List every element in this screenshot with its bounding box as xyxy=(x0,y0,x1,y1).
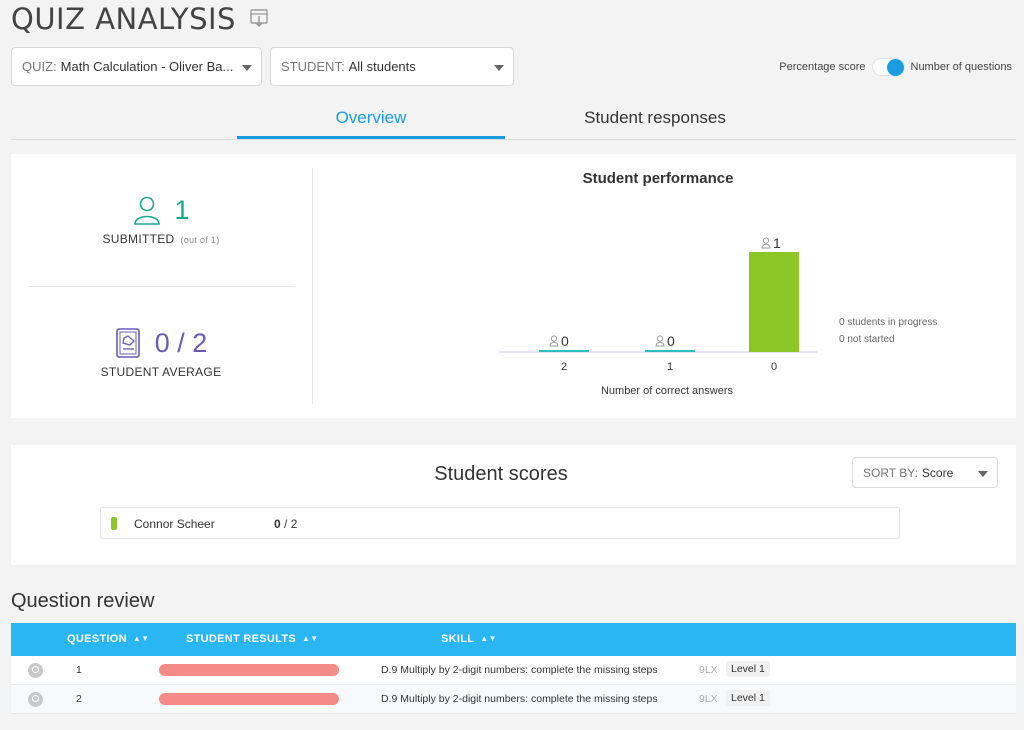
chart-title: Student performance xyxy=(582,170,734,187)
tab-overview[interactable]: Overview xyxy=(237,108,505,139)
table-row[interactable]: 2 D.9 Multiply by 2-digit numbers: compl… xyxy=(11,685,1016,714)
quiz-select-label: QUIZ: xyxy=(22,59,57,74)
sort-icon: ▲▼ xyxy=(132,634,150,643)
sort-icon: ▲▼ xyxy=(480,634,497,643)
bar-2[interactable] xyxy=(539,350,589,352)
performance-chart: 0 2 0 1 1 0 Number of correct answers xyxy=(499,235,817,397)
overview-divider xyxy=(312,168,313,404)
submitted-count: 1 xyxy=(174,194,190,225)
student-score-total: / 2 xyxy=(284,517,298,531)
column-header-results[interactable]: STUDENT RESULTS ▲▼ xyxy=(186,633,318,645)
chevron-down-icon xyxy=(978,471,988,477)
skill-code: 9LX xyxy=(699,664,718,676)
student-score: 0 / 2 xyxy=(274,517,297,531)
magnifier-icon[interactable] xyxy=(28,663,43,678)
student-name: Connor Scheer xyxy=(134,517,215,531)
toggle-label-percentage[interactable]: Percentage score xyxy=(779,61,866,73)
toggle-label-questions[interactable]: Number of questions xyxy=(910,61,1013,73)
submitted-label: SUBMITTED xyxy=(102,232,175,246)
tick-label: 1 xyxy=(667,361,673,373)
student-select-label: STUDENT: xyxy=(281,59,345,74)
question-review-title: Question review xyxy=(11,590,155,612)
student-select[interactable]: STUDENT: All students xyxy=(270,47,514,86)
tick-label: 0 xyxy=(771,361,777,373)
column-header-skill[interactable]: SKILL ▲▼ xyxy=(441,633,497,645)
level-badge: Level 1 xyxy=(726,661,770,677)
student-scores-card: Student scores SORT BY: Score Connor Sch… xyxy=(11,445,1016,565)
magnifier-icon[interactable] xyxy=(28,692,43,707)
toggle-knob xyxy=(886,59,904,76)
sort-select-label: SORT BY: xyxy=(863,465,918,480)
sort-select-value: Score xyxy=(921,465,954,480)
sort-icon: ▲▼ xyxy=(302,634,319,643)
student-select-value: All students xyxy=(348,59,416,74)
data-label: 1 xyxy=(773,235,781,251)
skill-name[interactable]: D.9 Multiply by 2-digit numbers: complet… xyxy=(381,693,658,705)
average-label: STUDENT AVERAGE xyxy=(100,365,222,379)
column-header-question[interactable]: QUESTION ▲▼ xyxy=(67,633,149,645)
overview-card: 1 SUBMITTED (out of 1) 0 / 2 STUDENT AVER… xyxy=(11,154,1016,418)
question-review-table: QUESTION ▲▼ STUDENT RESULTS ▲▼ SKILL ▲▼ 1 D… xyxy=(11,623,1016,714)
x-axis-label: Number of correct answers xyxy=(601,385,734,397)
table-row[interactable]: 1 D.9 Multiply by 2-digit numbers: compl… xyxy=(11,656,1016,685)
question-number: 2 xyxy=(76,693,82,705)
question-number: 1 xyxy=(76,664,82,676)
tick-label: 2 xyxy=(561,361,567,373)
tab-student-responses[interactable]: Student responses xyxy=(584,108,726,127)
in-progress-note: 0 students in progress xyxy=(839,317,938,328)
quiz-document-icon xyxy=(115,328,140,358)
user-icon xyxy=(134,196,161,225)
table-header: QUESTION ▲▼ STUDENT RESULTS ▲▼ SKILL ▲▼ xyxy=(11,623,1016,656)
submitted-note: (out of 1) xyxy=(180,235,220,245)
student-results-bar xyxy=(159,693,339,705)
tab-bar: Overview Student responses xyxy=(11,100,1016,140)
chevron-down-icon xyxy=(242,65,252,71)
skill-name[interactable]: D.9 Multiply by 2-digit numbers: complet… xyxy=(381,664,658,676)
bar-1[interactable] xyxy=(645,350,695,352)
average-score: 0 / 2 xyxy=(154,327,208,358)
student-results-bar xyxy=(159,664,339,676)
level-badge: Level 1 xyxy=(726,690,770,706)
data-label: 0 xyxy=(561,333,569,349)
scores-title: Student scores xyxy=(434,463,568,485)
user-icon xyxy=(761,237,771,249)
skill-code: 9LX xyxy=(699,693,718,705)
user-icon xyxy=(549,335,559,347)
sort-select[interactable]: SORT BY: Score xyxy=(852,457,998,488)
column-header-skill-label: SKILL xyxy=(441,633,475,645)
user-icon xyxy=(655,335,665,347)
average-stat: 0 / 2 STUDENT AVERAGE xyxy=(11,327,311,380)
quiz-select-value: Math Calculation - Oliver Ba... xyxy=(60,59,234,74)
chevron-down-icon xyxy=(494,65,504,71)
not-started-note: 0 not started xyxy=(839,334,895,345)
quiz-select[interactable]: QUIZ: Math Calculation - Oliver Ba... xyxy=(11,47,262,86)
data-label: 0 xyxy=(667,333,675,349)
column-header-results-label: STUDENT RESULTS xyxy=(186,633,297,645)
page-title: QUIZ ANALYSIS xyxy=(11,2,236,36)
submitted-stat: 1 SUBMITTED (out of 1) xyxy=(11,194,311,247)
score-status-indicator xyxy=(111,517,117,530)
student-score-row[interactable]: Connor Scheer 0 / 2 xyxy=(100,507,900,539)
column-header-question-label: QUESTION xyxy=(67,633,127,645)
bar-0[interactable] xyxy=(749,252,799,352)
score-mode-toggle[interactable] xyxy=(871,58,905,76)
export-icon[interactable] xyxy=(249,8,269,28)
stat-divider xyxy=(27,286,295,287)
score-mode-toggle-group: Percentage score Number of questions xyxy=(779,58,1012,76)
student-score-correct: 0 xyxy=(274,517,281,531)
